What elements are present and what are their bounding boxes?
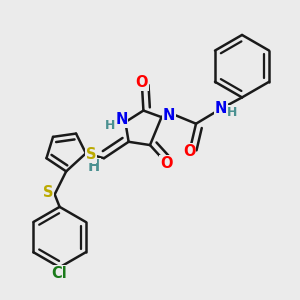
Text: H: H [105, 119, 116, 132]
Text: N: N [115, 112, 128, 127]
Text: H: H [88, 159, 100, 174]
Text: O: O [183, 144, 196, 159]
Text: N: N [214, 101, 227, 116]
Text: O: O [136, 75, 148, 90]
Text: H: H [227, 106, 237, 119]
Text: Cl: Cl [52, 266, 68, 281]
Text: N: N [163, 108, 175, 123]
Text: S: S [43, 185, 53, 200]
Text: O: O [160, 156, 173, 171]
Text: S: S [85, 147, 96, 162]
